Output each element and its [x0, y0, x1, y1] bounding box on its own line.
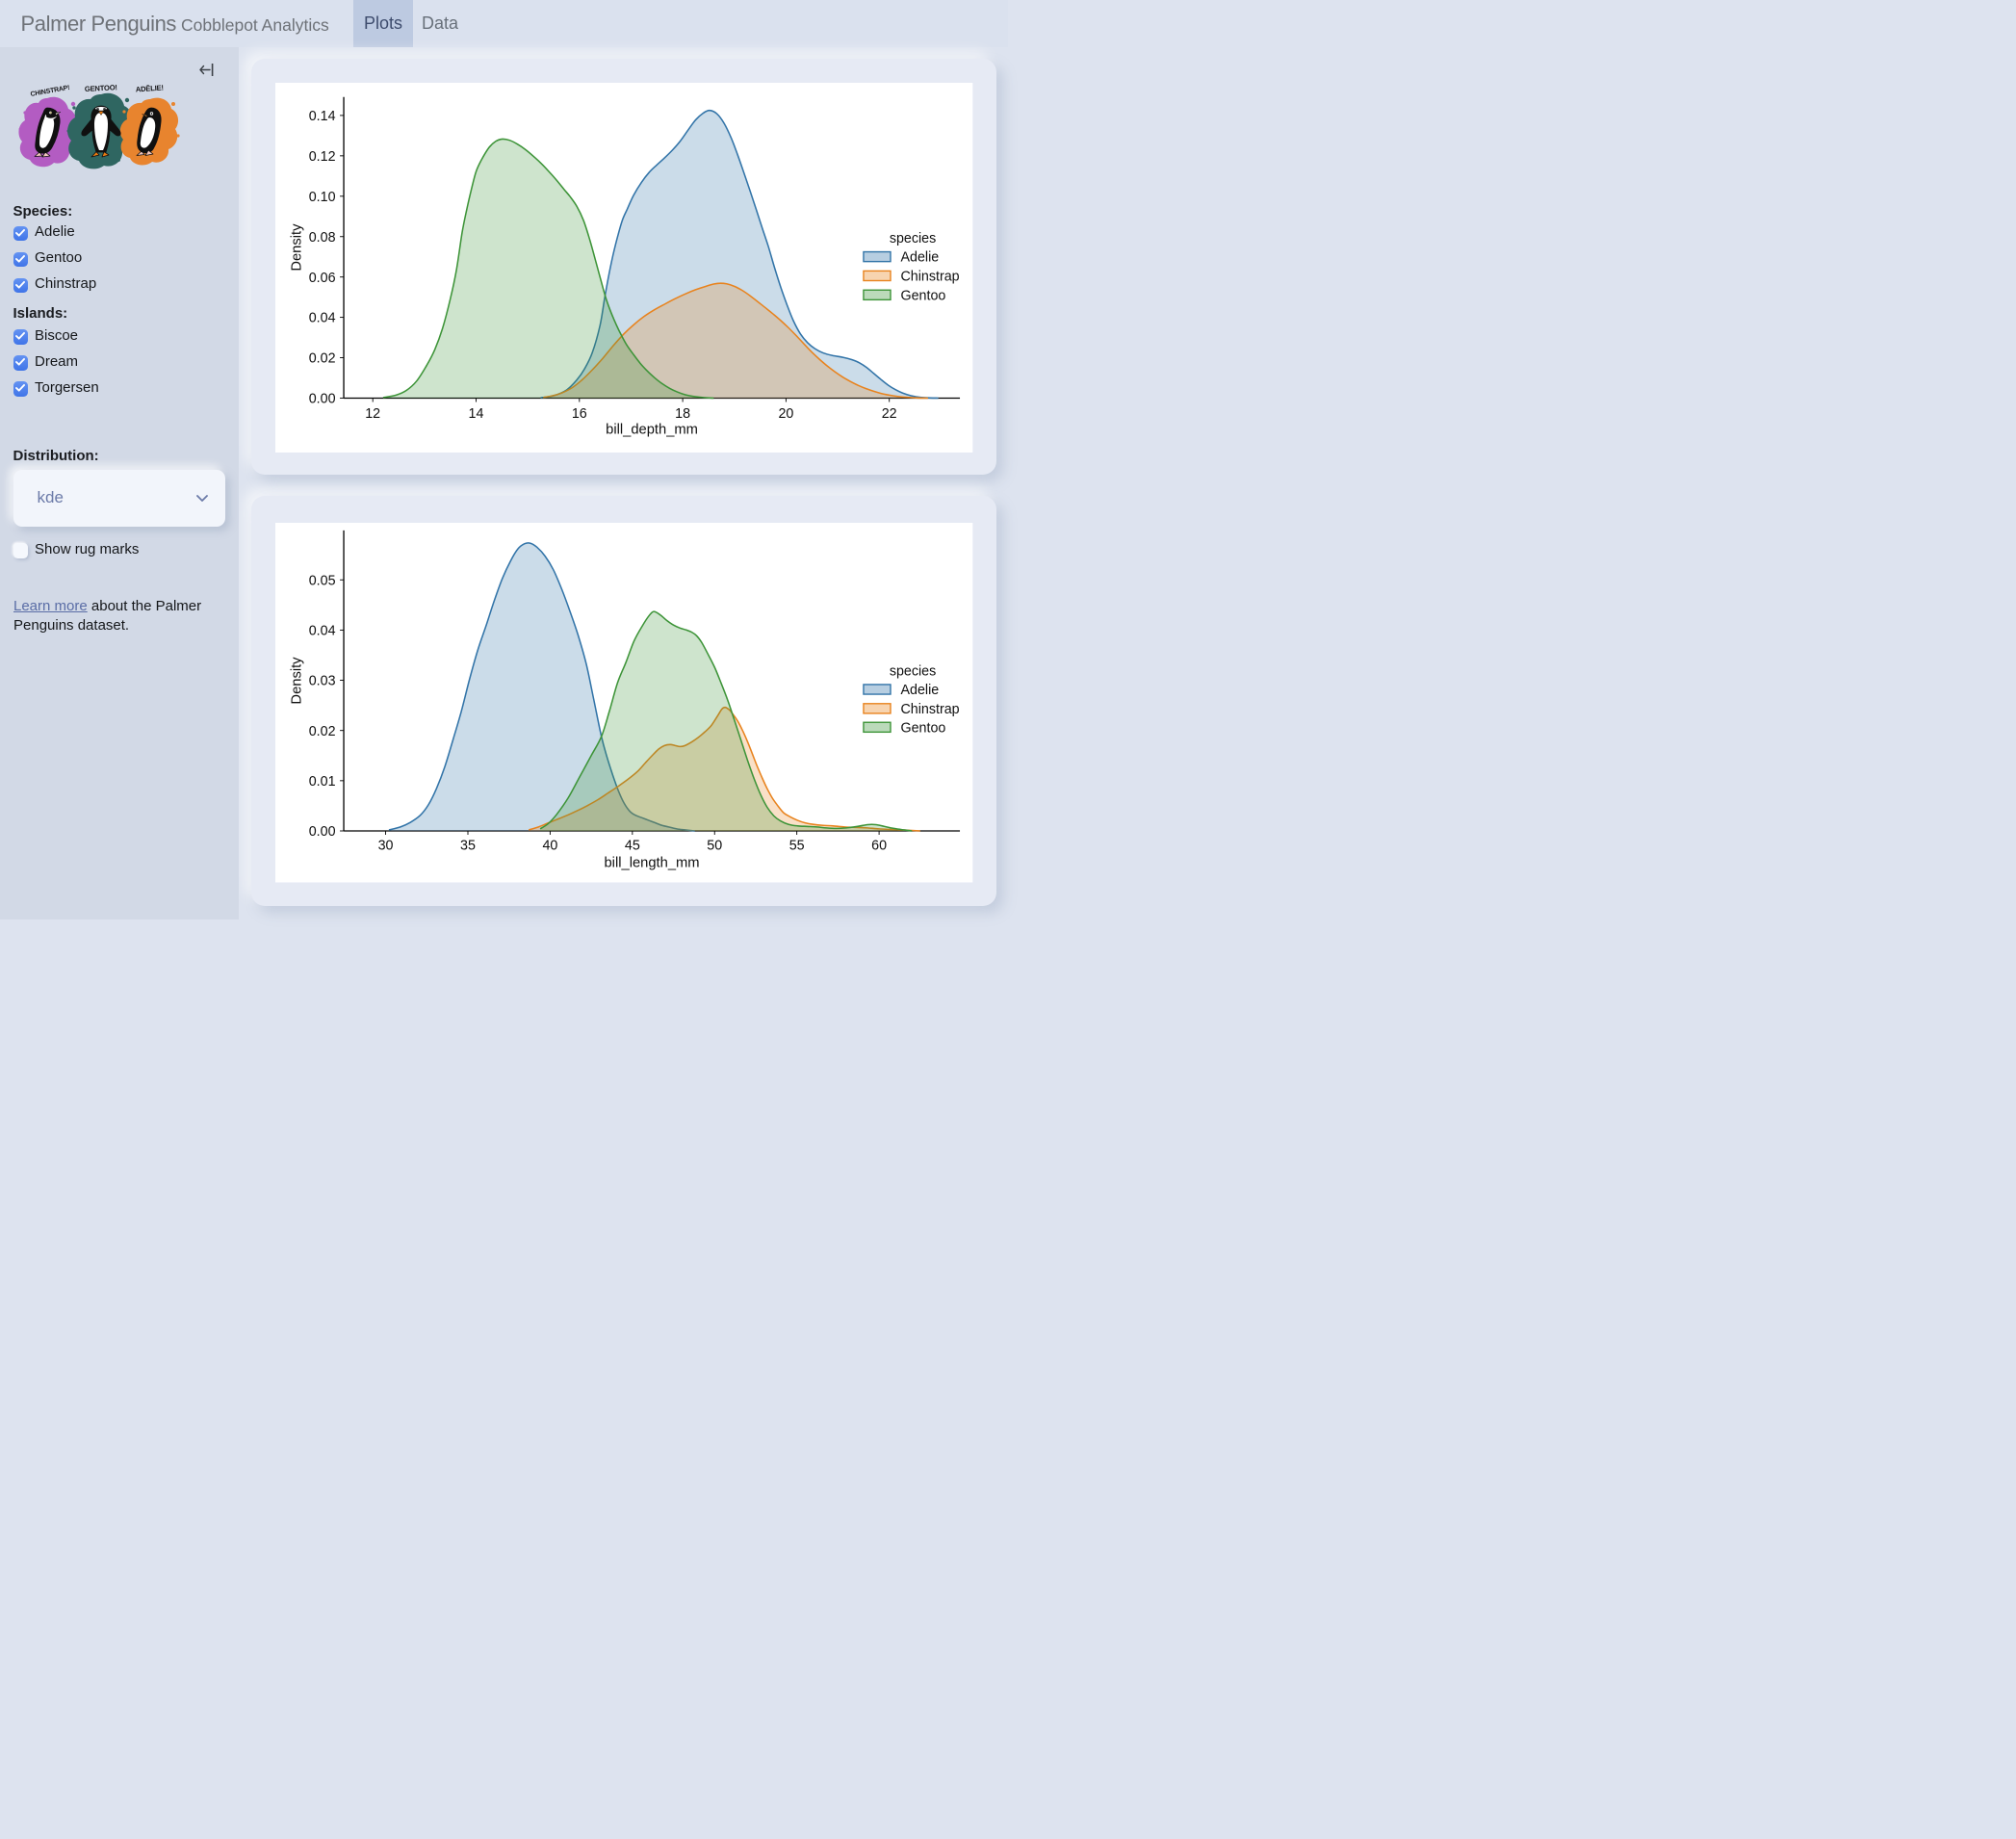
svg-text:ADĒLIE!: ADĒLIE!	[136, 83, 165, 93]
svg-text:0.08: 0.08	[309, 230, 336, 246]
svg-text:0.14: 0.14	[309, 109, 336, 124]
svg-text:30: 30	[378, 838, 394, 853]
svg-text:45: 45	[625, 838, 640, 853]
svg-text:35: 35	[460, 838, 476, 853]
svg-text:0.10: 0.10	[309, 190, 336, 205]
svg-text:60: 60	[872, 838, 888, 853]
svg-text:12: 12	[366, 406, 381, 422]
svg-text:55: 55	[789, 838, 805, 853]
svg-text:40: 40	[543, 838, 558, 853]
svg-text:0.04: 0.04	[309, 310, 336, 325]
svg-text:Gentoo: Gentoo	[901, 288, 946, 303]
svg-text:0.02: 0.02	[309, 724, 336, 739]
svg-text:0.00: 0.00	[309, 391, 336, 406]
svg-text:0.03: 0.03	[309, 674, 336, 689]
svg-text:bill_depth_mm: bill_depth_mm	[607, 422, 699, 437]
svg-text:Density: Density	[290, 657, 305, 705]
svg-text:22: 22	[882, 406, 897, 422]
svg-text:0.04: 0.04	[309, 624, 336, 639]
svg-text:bill_length_mm: bill_length_mm	[605, 855, 700, 870]
svg-text:CHINSTRAP!: CHINSTRAP!	[30, 85, 70, 98]
svg-text:species: species	[890, 664, 936, 680]
svg-text:14: 14	[469, 406, 484, 422]
svg-text:0.06: 0.06	[309, 271, 336, 286]
svg-text:Adelie: Adelie	[901, 249, 940, 265]
svg-text:0.05: 0.05	[309, 573, 336, 588]
svg-text:0.02: 0.02	[309, 350, 336, 366]
svg-text:0.12: 0.12	[309, 149, 336, 165]
svg-text:20: 20	[779, 406, 794, 422]
svg-text:50: 50	[708, 838, 723, 853]
svg-text:species: species	[890, 231, 936, 246]
svg-text:18: 18	[676, 406, 691, 422]
svg-text:Chinstrap: Chinstrap	[901, 269, 960, 284]
svg-text:Chinstrap: Chinstrap	[901, 702, 960, 717]
svg-text:GENTOO!: GENTOO!	[85, 83, 117, 93]
svg-text:Gentoo: Gentoo	[901, 720, 946, 736]
svg-text:0.01: 0.01	[309, 774, 336, 790]
svg-text:16: 16	[572, 406, 587, 422]
svg-text:0.00: 0.00	[309, 824, 336, 840]
svg-text:Density: Density	[290, 223, 305, 272]
svg-text:Adelie: Adelie	[901, 683, 940, 698]
